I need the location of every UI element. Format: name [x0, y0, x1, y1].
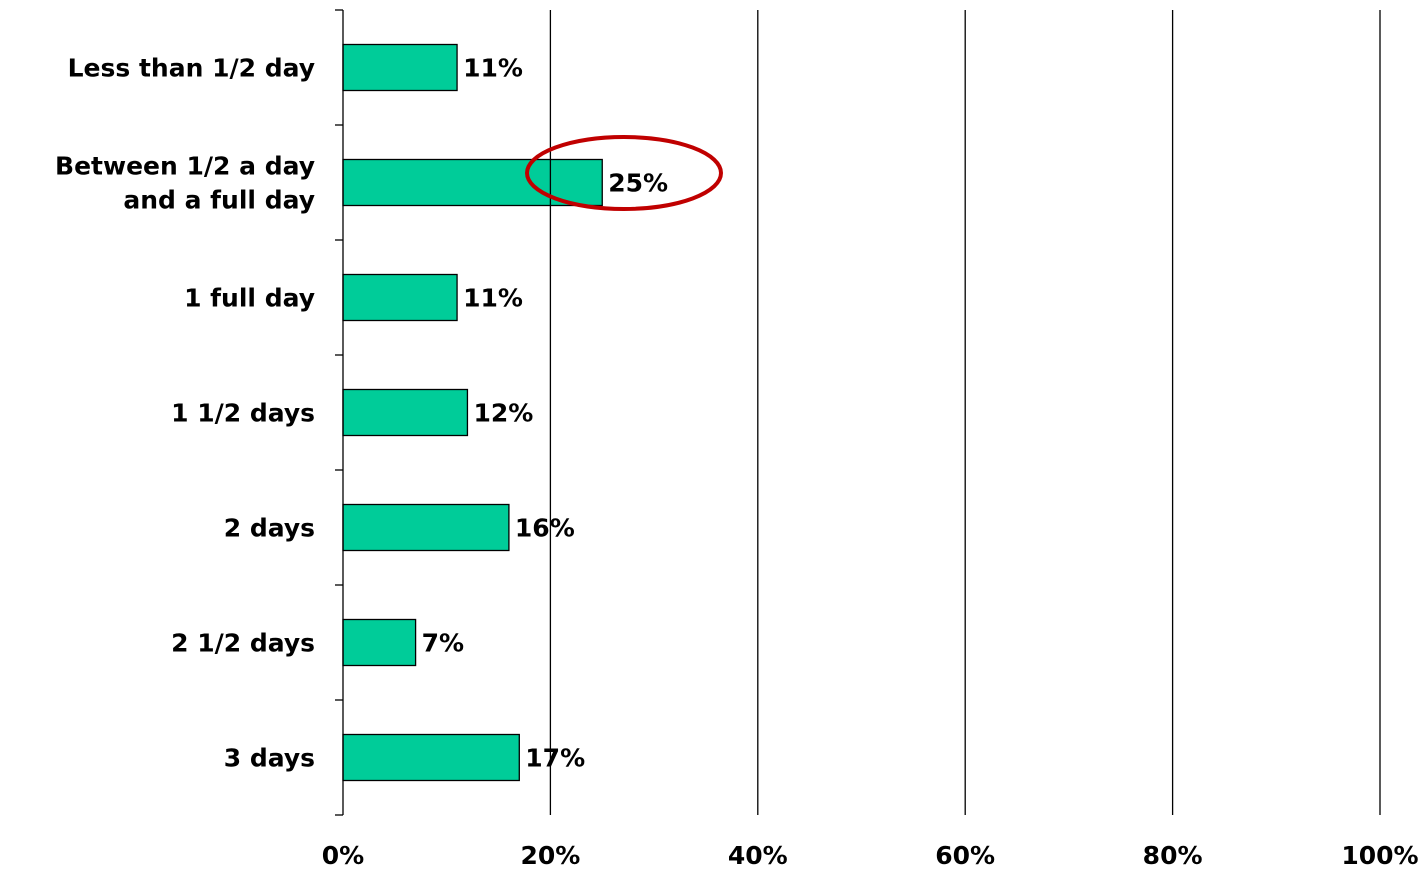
value-label: 12%: [473, 399, 533, 428]
bar: [342, 43, 458, 92]
y-tick-label: 3 days: [224, 744, 315, 773]
x-tick-label: 20%: [520, 841, 580, 870]
x-tick-label: 100%: [1341, 841, 1418, 870]
y-tick-label: 1 full day: [184, 284, 315, 313]
value-label: 25%: [608, 169, 668, 198]
bar: [342, 503, 510, 552]
value-label: 7%: [422, 629, 464, 658]
bar: [342, 388, 469, 437]
value-label: 11%: [463, 54, 523, 83]
bar: [342, 618, 417, 667]
y-tick-label: 2 1/2 days: [171, 629, 315, 658]
value-label: 11%: [463, 284, 523, 313]
x-tick-label: 80%: [1143, 841, 1203, 870]
y-tick-label: Less than 1/2 day: [68, 54, 315, 83]
y-tick-label: Between 1/2 a day and a full day: [55, 152, 315, 215]
value-label: 17%: [525, 744, 585, 773]
bar: [342, 733, 520, 782]
x-tick-label: 60%: [935, 841, 995, 870]
value-label: 16%: [515, 514, 575, 543]
y-tick-label: 2 days: [224, 514, 315, 543]
x-tick-label: 0%: [322, 841, 364, 870]
x-tick-label: 40%: [728, 841, 788, 870]
y-tick-label: 1 1/2 days: [171, 399, 315, 428]
highlight-ellipse: [525, 135, 723, 211]
bar: [342, 273, 458, 322]
bar: [342, 158, 603, 207]
